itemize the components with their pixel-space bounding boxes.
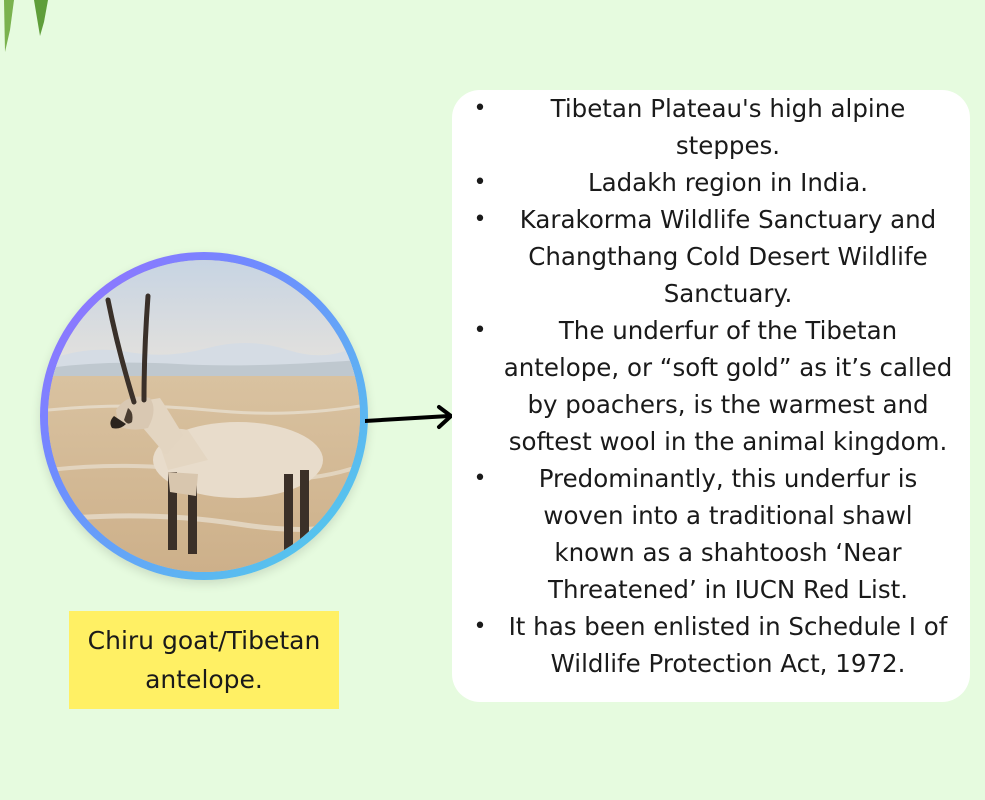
fact-item: • Karakorma Wildlife Sanctuary and Chang… [458,201,954,312]
fact-item: • The underfur of the Tibetan antelope, … [458,312,954,460]
bullet-icon: • [473,207,487,232]
leaf-icon [4,0,48,52]
bullet-icon: • [473,96,487,121]
bullet-icon: • [473,614,487,639]
fact-item: • Predominantly, this underfur is woven … [458,460,954,608]
bullet-icon: • [473,170,487,195]
facts-card: • Tibetan Plateau's high alpine steppes.… [452,90,970,702]
fact-text: Predominantly, this underfur is woven in… [538,464,918,604]
fact-item: • Tibetan Plateau's high alpine steppes. [458,90,954,164]
fact-text: Karakorma Wildlife Sanctuary and Changth… [519,205,937,308]
fact-item: • Ladakh region in India. [458,164,954,201]
facts-list: • Tibetan Plateau's high alpine steppes.… [458,90,954,682]
tibetan-antelope-photo [48,260,360,572]
fact-item: • It has been enlisted in Schedule I of … [458,608,954,682]
antelope-photo [48,260,360,572]
photo-caption: Chiru goat/Tibetan antelope. [69,611,339,709]
bullet-icon: • [473,318,487,343]
bullet-icon: • [473,466,487,491]
antelope-photo-frame [40,252,368,580]
fact-text: It has been enlisted in Schedule I of Wi… [508,612,948,678]
fact-text: The underfur of the Tibetan antelope, or… [503,316,953,456]
fact-text: Ladakh region in India. [587,168,869,197]
fact-text: Tibetan Plateau's high alpine steppes. [550,94,906,160]
arrow-right-icon [365,405,453,429]
